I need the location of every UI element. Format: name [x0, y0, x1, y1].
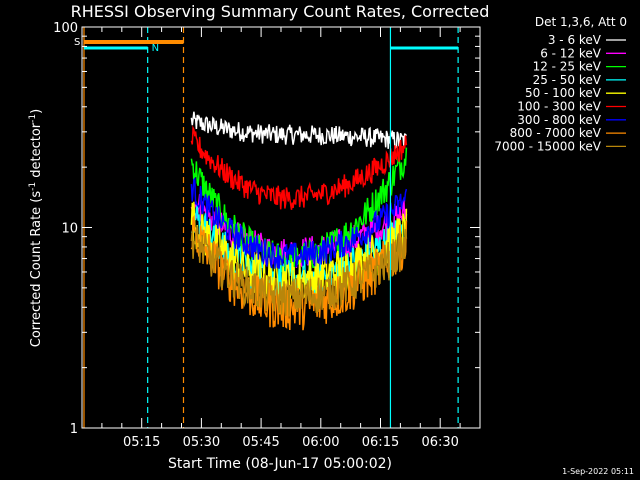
y-axis-label-part1: Corrected Count Rate (s	[29, 191, 44, 348]
night-label-0: N	[152, 43, 159, 54]
y-axis-label: Corrected Count Rate (s-1 detector-1)	[28, 109, 44, 347]
chart-title: RHESSI Observing Summary Count Rates, Co…	[71, 2, 490, 21]
plot-frame	[81, 26, 481, 429]
y-tick-label-2: 100	[53, 21, 78, 36]
x-tick-label-4: 06:15	[362, 435, 399, 450]
legend-label-4: 50 - 100 keV	[525, 86, 602, 100]
y-axis-label-sup1: -1	[28, 182, 38, 191]
legend-label-7: 800 - 7000 keV	[510, 126, 602, 140]
x-tick-label-1: 05:30	[183, 435, 220, 450]
y-tick-label-1: 10	[61, 222, 78, 237]
series-line-5	[190, 125, 408, 210]
legend-label-3: 25 - 50 keV	[533, 73, 602, 87]
legend-label-5: 100 - 300 keV	[517, 100, 601, 114]
legend-label-6: 300 - 800 keV	[517, 113, 601, 127]
y-tick-label-0: 1	[70, 422, 78, 437]
y-axis-label-part3: )	[29, 109, 44, 114]
plot-area: S N 1 10 100 05:15 05:30 05:45 06:00 06:15 06:30	[53, 21, 481, 450]
y-axis-label-sup2: -1	[28, 114, 38, 123]
legend-label-0: 3 - 6 keV	[548, 33, 602, 47]
y-axis-label-part2: detector	[29, 122, 44, 182]
legend-label-1: 6 - 12 keV	[540, 46, 602, 60]
legend-label-8: 7000 - 15000 keV	[494, 139, 601, 153]
x-axis-label: Start Time (08-Jun-17 05:00:02)	[168, 456, 392, 472]
series-line-8	[190, 226, 408, 317]
x-tick-label-0: 05:15	[123, 435, 160, 450]
footer-timestamp: 1-Sep-2022 05:11	[562, 467, 634, 476]
legend-header: Det 1,3,6, Att 0	[535, 15, 627, 29]
series-line-0	[190, 111, 408, 150]
saa-label: S	[74, 37, 80, 48]
x-tick-label-2: 05:45	[242, 435, 279, 450]
x-tick-label-3: 06:00	[302, 435, 339, 450]
x-tick-label-5: 06:30	[421, 435, 458, 450]
series-line-6	[190, 177, 408, 269]
legend-label-2: 12 - 25 keV	[533, 60, 602, 74]
